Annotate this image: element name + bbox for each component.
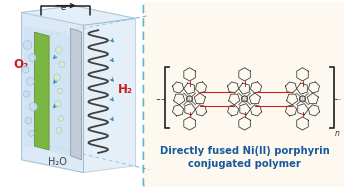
Circle shape: [27, 77, 34, 85]
Circle shape: [28, 130, 34, 136]
Circle shape: [54, 74, 61, 81]
Polygon shape: [34, 32, 49, 150]
Circle shape: [59, 62, 65, 67]
Circle shape: [29, 103, 37, 111]
Circle shape: [241, 96, 248, 102]
Circle shape: [56, 127, 62, 133]
Polygon shape: [22, 6, 135, 25]
Circle shape: [23, 91, 30, 97]
Text: Directly fused Ni(II) porphyrin
conjugated polymer: Directly fused Ni(II) porphyrin conjugat…: [160, 146, 329, 170]
Polygon shape: [23, 25, 82, 158]
Circle shape: [56, 46, 62, 53]
Circle shape: [22, 66, 29, 73]
Text: N: N: [243, 97, 246, 101]
Circle shape: [58, 116, 64, 121]
Polygon shape: [22, 6, 135, 173]
Circle shape: [55, 101, 61, 107]
Polygon shape: [84, 18, 135, 173]
Circle shape: [29, 54, 36, 61]
Circle shape: [25, 117, 32, 124]
Text: n: n: [335, 129, 340, 138]
Text: e⁻: e⁻: [61, 3, 71, 12]
Text: N: N: [301, 97, 304, 101]
Circle shape: [187, 96, 193, 102]
Polygon shape: [22, 12, 84, 173]
Circle shape: [299, 96, 306, 102]
Polygon shape: [71, 28, 82, 160]
Text: H₂: H₂: [118, 83, 133, 96]
Text: H₂O: H₂O: [48, 157, 66, 167]
Circle shape: [23, 40, 32, 49]
Text: N: N: [188, 97, 191, 101]
Circle shape: [57, 88, 63, 94]
Text: O₂: O₂: [14, 58, 29, 71]
FancyBboxPatch shape: [144, 0, 346, 189]
